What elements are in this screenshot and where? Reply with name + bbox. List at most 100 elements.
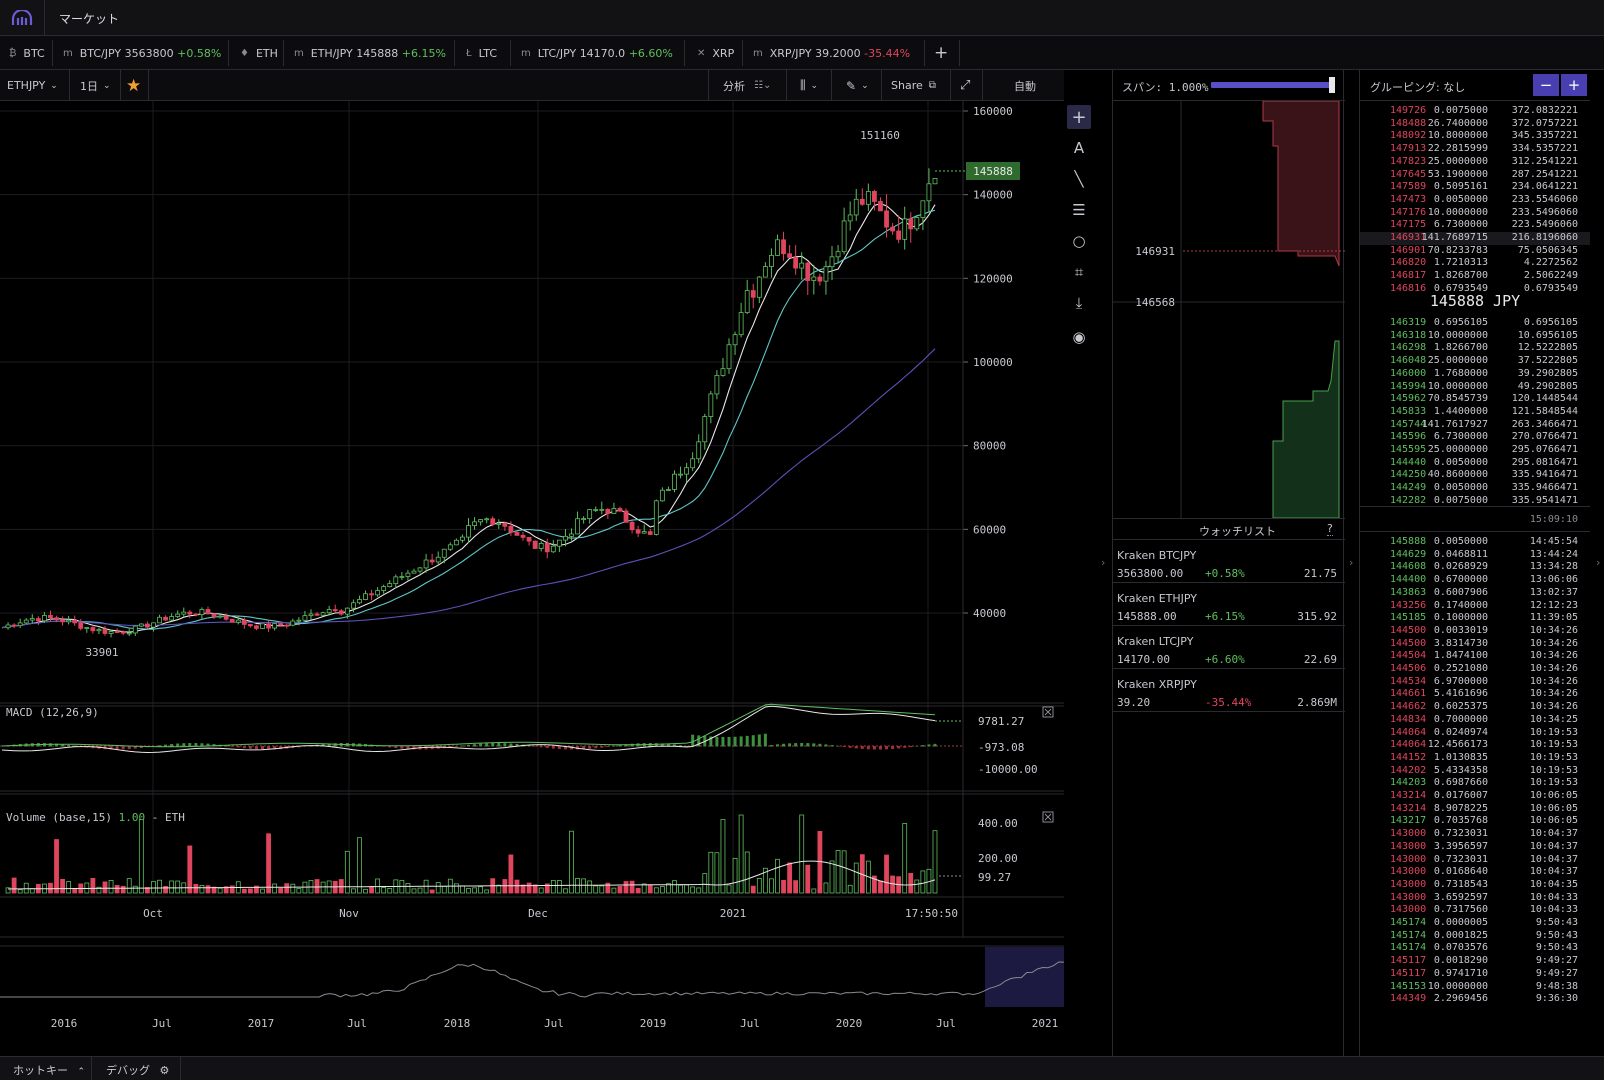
order-row[interactable]: 147913 22.2815999 334.5357221 bbox=[1360, 143, 1590, 156]
trade-row[interactable]: 144500 3.8314730 10:34:26 bbox=[1360, 638, 1590, 651]
order-row[interactable]: 146048 25.0000000 37.5222805 bbox=[1360, 355, 1590, 368]
order-row[interactable]: 146319 0.6956105 0.6956105 bbox=[1360, 317, 1590, 330]
order-row[interactable]: 146931 141.7689715 216.8196060 bbox=[1360, 232, 1590, 245]
order-row[interactable]: 147645 53.1900000 287.2541221 bbox=[1360, 169, 1590, 182]
interval-select[interactable]: 1日 ⌄ bbox=[80, 70, 111, 101]
order-row[interactable]: 144440 0.0050000 295.0816471 bbox=[1360, 457, 1590, 470]
trade-row[interactable]: 144152 1.0130835 10:19:53 bbox=[1360, 752, 1590, 765]
depth-chart[interactable]: 146931 146568 bbox=[1113, 101, 1345, 518]
fibonacci-icon[interactable]: ⌗ bbox=[1074, 263, 1084, 281]
order-row[interactable]: 146318 10.0000000 10.6956105 bbox=[1360, 330, 1590, 343]
trade-row[interactable]: 143000 0.7318543 10:04:35 bbox=[1360, 879, 1590, 892]
trade-row[interactable]: 144629 0.0468811 13:44:24 bbox=[1360, 549, 1590, 562]
order-row[interactable]: 144250 40.8600000 335.9416471 bbox=[1360, 469, 1590, 482]
hotkey-button[interactable]: ホットキー ⌃ bbox=[13, 1062, 85, 1078]
trade-row[interactable]: 145117 0.0018290 9:49:27 bbox=[1360, 955, 1590, 968]
span-slider-handle[interactable] bbox=[1329, 77, 1335, 93]
trade-row[interactable]: 143214 8.9078225 10:06:05 bbox=[1360, 803, 1590, 816]
auto-scale-button[interactable]: 自動 bbox=[1014, 79, 1036, 93]
trade-row[interactable]: 143214 0.0176007 10:06:05 bbox=[1360, 790, 1590, 803]
trade-row[interactable]: 143000 3.6592597 10:04:33 bbox=[1360, 892, 1590, 905]
fullscreen-icon[interactable]: ⤢ bbox=[960, 78, 971, 93]
circle-tool-icon[interactable]: ○ bbox=[1072, 232, 1086, 250]
line-tool-icon[interactable]: ╲ bbox=[1074, 170, 1084, 188]
trade-row[interactable]: 143217 0.7035768 10:06:05 bbox=[1360, 815, 1590, 828]
trade-row[interactable]: 143000 0.7323031 10:04:37 bbox=[1360, 828, 1590, 841]
trade-row[interactable]: 144608 0.0268929 13:34:28 bbox=[1360, 561, 1590, 574]
order-row[interactable]: 142282 0.0075000 335.9541471 bbox=[1360, 495, 1590, 508]
order-row[interactable]: 147589 0.5095161 234.0641221 bbox=[1360, 181, 1590, 194]
tab-btc-jpy[interactable]: m BTC/JPY 3563800 +0.58% bbox=[63, 36, 221, 70]
tab-ltc[interactable]: Ł LTC bbox=[466, 36, 497, 70]
close-volume-icon[interactable] bbox=[1042, 811, 1054, 823]
order-row[interactable]: 145744 141.7617927 263.3466471 bbox=[1360, 419, 1590, 432]
order-row[interactable]: 144249 0.0050000 335.9466471 bbox=[1360, 482, 1590, 495]
help-icon[interactable]: ? bbox=[1327, 522, 1333, 536]
trade-row[interactable]: 144834 0.7000000 10:34:25 bbox=[1360, 714, 1590, 727]
chart-type-button[interactable]: ⫼ ⌄ bbox=[800, 70, 818, 101]
trade-row[interactable]: 145185 0.1000000 11:39:05 bbox=[1360, 612, 1590, 625]
trade-row[interactable]: 144349 2.2969456 9:36:30 bbox=[1360, 993, 1590, 1006]
kraken-logo[interactable] bbox=[0, 0, 45, 36]
trade-row[interactable]: 143000 0.0168640 10:04:37 bbox=[1360, 866, 1590, 879]
trade-row[interactable]: 144064 12.4566173 10:19:53 bbox=[1360, 739, 1590, 752]
trade-row[interactable]: 145174 0.0001825 9:50:43 bbox=[1360, 930, 1590, 943]
eye-icon[interactable]: ◉ bbox=[1072, 328, 1086, 346]
trade-row[interactable]: 143000 0.7323031 10:04:37 bbox=[1360, 854, 1590, 867]
trade-row[interactable]: 144662 0.6025375 10:34:26 bbox=[1360, 701, 1590, 714]
trade-row[interactable]: 144500 0.0033019 10:34:26 bbox=[1360, 625, 1590, 638]
trade-row[interactable]: 143000 3.3956597 10:04:37 bbox=[1360, 841, 1590, 854]
navigator[interactable]: 2016 Jul 2017 Jul 2018 Jul 2019 Jul 2020 Jul 2021 bbox=[0, 947, 1064, 1030]
trade-row[interactable]: 145174 0.0703576 9:50:43 bbox=[1360, 942, 1590, 955]
text-tool-icon[interactable]: A bbox=[1073, 139, 1085, 157]
grouping-plus-button[interactable]: + bbox=[1561, 74, 1587, 96]
trade-row[interactable]: 144661 5.4161696 10:34:26 bbox=[1360, 688, 1590, 701]
order-row[interactable]: 147176 10.0000000 233.5496060 bbox=[1360, 207, 1590, 220]
span-slider[interactable] bbox=[1211, 82, 1333, 88]
measure-tool-icon[interactable]: ⤓ bbox=[1075, 294, 1083, 312]
trade-row[interactable]: 144504 1.8474100 10:34:26 bbox=[1360, 650, 1590, 663]
close-macd-icon[interactable] bbox=[1042, 706, 1054, 718]
trade-row[interactable]: 144202 5.4334358 10:19:53 bbox=[1360, 765, 1590, 778]
tab-xrp[interactable]: ✕ XRP bbox=[697, 36, 734, 70]
order-row[interactable]: 145833 1.4400000 121.5848544 bbox=[1360, 406, 1590, 419]
trade-row[interactable]: 144506 0.2521080 10:34:26 bbox=[1360, 663, 1590, 676]
order-row[interactable]: 146000 1.7680000 39.2902805 bbox=[1360, 368, 1590, 381]
chevron-right-icon[interactable]: › bbox=[1596, 556, 1601, 569]
order-row[interactable]: 145994 10.0000000 49.2902805 bbox=[1360, 381, 1590, 394]
trade-row[interactable]: 143863 0.6007906 13:02:37 bbox=[1360, 587, 1590, 600]
app-title[interactable]: マーケット bbox=[59, 12, 120, 26]
order-row[interactable]: 145595 25.0000000 295.0766471 bbox=[1360, 444, 1590, 457]
horizontal-lines-icon[interactable]: ☰ bbox=[1072, 201, 1086, 219]
price-chart[interactable]: 160000140000120000100000800006000040000 … bbox=[0, 101, 1064, 1056]
order-row[interactable]: 145962 70.8545739 120.1448544 bbox=[1360, 393, 1590, 406]
symbol-select[interactable]: ETHJPY ⌄ bbox=[7, 70, 58, 101]
crosshair-icon[interactable]: + bbox=[1067, 105, 1091, 129]
trade-row[interactable]: 143000 0.7317560 10:04:33 bbox=[1360, 904, 1590, 917]
trade-row[interactable]: 144203 0.6987660 10:19:53 bbox=[1360, 777, 1590, 790]
trade-row[interactable]: 145153 10.0000000 9:48:38 bbox=[1360, 981, 1590, 994]
tab-eth[interactable]: ♦ ETH bbox=[240, 36, 278, 70]
add-tab-button[interactable]: + bbox=[934, 43, 949, 63]
order-row[interactable]: 148488 26.7400000 372.0757221 bbox=[1360, 118, 1590, 131]
order-row[interactable]: 146820 1.7210313 4.2272562 bbox=[1360, 257, 1590, 270]
trade-row[interactable]: 143256 0.1740000 12:12:23 bbox=[1360, 600, 1590, 613]
order-row[interactable]: 148092 10.8000000 345.3357221 bbox=[1360, 130, 1590, 143]
favorite-star-icon[interactable]: ★ bbox=[126, 75, 142, 96]
order-row[interactable]: 147823 25.0000000 312.2541221 bbox=[1360, 156, 1590, 169]
chevron-right-icon[interactable]: › bbox=[1349, 556, 1354, 569]
watchlist-item[interactable]: Kraken LTCJPY 14170.00 +6.60% 22.69 bbox=[1113, 626, 1345, 669]
trade-row[interactable]: 145174 0.0000005 9:50:43 bbox=[1360, 917, 1590, 930]
order-row[interactable]: 147473 0.0050000 233.5546060 bbox=[1360, 194, 1590, 207]
draw-menu-button[interactable]: ✎ ⌄ bbox=[846, 70, 869, 101]
tab-xrp-jpy[interactable]: m XRP/JPY 39.2000 -35.44% bbox=[753, 36, 910, 70]
order-row[interactable]: 149726 0.0075000 372.0832221 bbox=[1360, 105, 1590, 118]
order-row[interactable]: 147175 6.7300000 223.5496060 bbox=[1360, 219, 1590, 232]
trade-row[interactable]: 144534 6.9700000 10:34:26 bbox=[1360, 676, 1590, 689]
order-row[interactable]: 146298 1.8266700 12.5222805 bbox=[1360, 342, 1590, 355]
order-row[interactable]: 146817 1.8268700 2.5062249 bbox=[1360, 270, 1590, 283]
tab-ltc-jpy[interactable]: m LTC/JPY 14170.0 +6.60% bbox=[521, 36, 673, 70]
tab-btc[interactable]: ₿ BTC bbox=[9, 36, 45, 70]
chevron-right-icon[interactable]: › bbox=[1101, 556, 1106, 569]
watchlist-item[interactable]: Kraken XRPJPY 39.20 -35.44% 2.869M bbox=[1113, 669, 1345, 712]
